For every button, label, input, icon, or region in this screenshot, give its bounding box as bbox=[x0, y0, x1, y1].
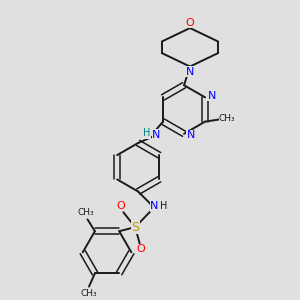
Text: S: S bbox=[131, 220, 139, 234]
Text: O: O bbox=[117, 201, 125, 211]
Text: H: H bbox=[160, 201, 168, 211]
Text: N: N bbox=[186, 130, 195, 140]
Text: O: O bbox=[137, 244, 146, 254]
Text: N: N bbox=[186, 67, 194, 77]
Text: N: N bbox=[150, 201, 159, 211]
Text: N: N bbox=[207, 91, 216, 101]
Text: N: N bbox=[152, 130, 161, 140]
Text: CH₃: CH₃ bbox=[78, 208, 94, 217]
Text: H: H bbox=[143, 128, 150, 139]
Text: O: O bbox=[186, 18, 194, 28]
Text: CH₃: CH₃ bbox=[219, 114, 236, 123]
Text: CH₃: CH₃ bbox=[81, 289, 97, 298]
